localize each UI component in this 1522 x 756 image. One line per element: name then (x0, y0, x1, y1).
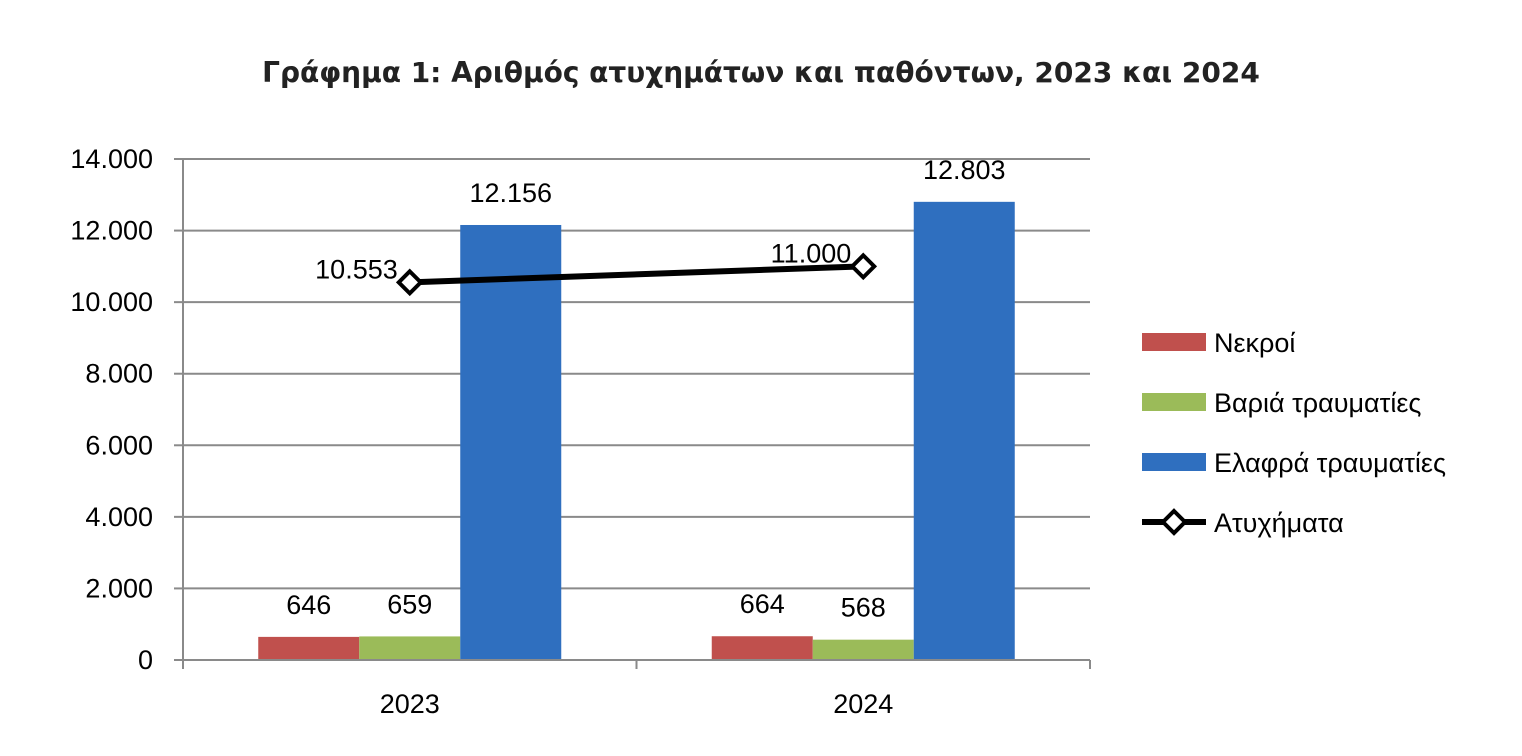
legend-label: Βαριά τραυματίες (1214, 388, 1421, 418)
bar (359, 636, 461, 660)
x-tick-label: 2024 (833, 689, 893, 719)
y-tick-label: 14.000 (70, 144, 153, 174)
bar (812, 639, 914, 660)
bar (460, 224, 562, 660)
bar-layer (258, 201, 1015, 660)
y-tick-label: 4.000 (85, 502, 153, 532)
line-series (409, 263, 864, 286)
bar-data-label: 12.803 (923, 155, 1006, 185)
legend-label: Ατυχήματα (1214, 508, 1344, 538)
bar (258, 636, 360, 660)
bar (913, 201, 1015, 660)
y-tick-label: 2.000 (85, 573, 153, 603)
bar-data-label: 568 (841, 593, 886, 623)
axis-layer: 0 2.000 4.000 6.000 8.000 10.000 12.000 14.000 2… (70, 144, 1091, 719)
y-tick-label: 6.000 (85, 430, 153, 460)
legend-label: Νεκροί (1214, 328, 1295, 358)
x-tick-label: 2023 (380, 689, 440, 719)
legend-swatch (1142, 453, 1206, 471)
bar (711, 636, 813, 660)
bar-data-label: 12.156 (469, 178, 552, 208)
line-point-marker (395, 268, 424, 297)
legend-swatch (1142, 393, 1206, 411)
legend-label: Ελαφρά τραυματίες (1214, 448, 1446, 478)
bar-data-label: 664 (740, 589, 785, 619)
y-tick-label: 12.000 (70, 216, 153, 246)
bar-data-label: 659 (387, 589, 432, 619)
line-data-label: 10.553 (315, 254, 398, 284)
line-data-label: 11.000 (771, 238, 852, 268)
y-tick-label: 0 (138, 645, 153, 675)
legend-layer: Νεκροί Βαριά τραυματίες Ελαφρά τραυματίες Α… (1142, 328, 1446, 538)
chart-title: Γράφημα 1: Αριθμός ατυχημάτων και παθόντ… (262, 56, 1260, 89)
line-layer (395, 252, 878, 297)
bar-data-label: 646 (286, 590, 331, 620)
label-layer: 646 664 659 568 12.156 12.803 10.553 11.000 (286, 155, 1005, 623)
y-tick-label: 8.000 (85, 359, 153, 389)
legend-swatch-marker (1160, 508, 1188, 536)
line-point-marker (849, 252, 878, 281)
y-tick-label: 10.000 (70, 287, 153, 317)
legend-swatch (1142, 333, 1206, 351)
